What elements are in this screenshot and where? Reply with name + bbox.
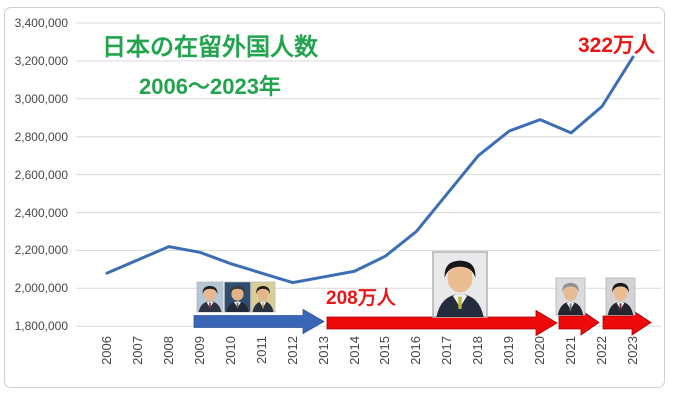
x-axis-tick-label: 2021 xyxy=(563,336,579,365)
x-axis-tick-label: 2017 xyxy=(439,336,455,365)
x-axis-tick-label: 2019 xyxy=(501,336,517,365)
chart-title: 日本の在留外国人数 xyxy=(102,34,318,61)
y-axis-tick-label: 2,200,000 xyxy=(14,243,68,258)
abe-era-arrow xyxy=(326,309,558,337)
x-axis-tick-label: 2009 xyxy=(191,336,207,365)
y-axis-tick-label: 2,600,000 xyxy=(14,167,68,182)
x-axis-tick-label: 2006 xyxy=(99,336,114,365)
dpj-era-arrow xyxy=(193,308,325,335)
pm-photo-hatoyama xyxy=(196,281,224,313)
y-axis-tick-label: 3,400,000 xyxy=(14,16,68,30)
x-axis-tick-label: 2022 xyxy=(594,336,610,365)
y-axis-tick-label: 2,800,000 xyxy=(14,129,68,144)
x-axis-tick-label: 2011 xyxy=(253,336,269,364)
line-series-在留外国人数 xyxy=(105,55,635,285)
y-axis-tick-label: 1,800,000 xyxy=(14,319,68,334)
y-axis-tick-label: 2,400,000 xyxy=(14,205,68,220)
data-series-line xyxy=(105,55,635,285)
y-axis-tick-label: 2,000,000 xyxy=(14,281,68,296)
x-axis-tick-label: 2020 xyxy=(532,336,548,365)
chart-subtitle: 2006〜2023年 xyxy=(139,74,281,99)
x-axis-tick-label: 2008 xyxy=(160,336,176,365)
y-axis-tick-label: 3,000,000 xyxy=(14,91,68,106)
y-axis-tick-label: 3,200,000 xyxy=(14,53,68,68)
x-axis-tick-label: 2016 xyxy=(408,336,424,365)
x-axis-tick-label: 2013 xyxy=(315,336,331,365)
pm-photo-kishida xyxy=(605,277,636,316)
x-axis-tick-label: 2014 xyxy=(346,336,362,365)
annotation-latest-value: 322万人 xyxy=(578,34,656,57)
x-axis-tick-label: 2018 xyxy=(470,336,486,365)
annotation-era-start-value: 208万人 xyxy=(326,288,396,309)
x-axis-tick-label: 2010 xyxy=(222,336,238,365)
x-axis-tick-label: 2023 xyxy=(624,336,640,365)
x-axis-tick-label: 2012 xyxy=(284,336,300,365)
pm-photo-noda xyxy=(250,281,276,313)
x-axis-tick-label: 2007 xyxy=(129,336,145,365)
pm-photo-suga xyxy=(555,277,586,316)
pm-photo-abe xyxy=(432,251,488,318)
pm-photos xyxy=(196,251,636,318)
pm-photo-kan xyxy=(224,281,251,313)
x-axis-tick-label: 2015 xyxy=(377,336,393,365)
